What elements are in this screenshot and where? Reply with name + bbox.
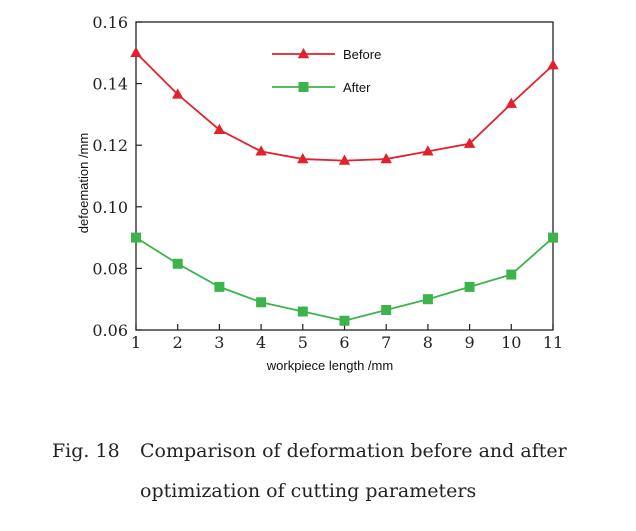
legend-marker-before [297,48,310,59]
data-point-before [255,145,267,156]
y-tick-label: 0.10 [92,198,128,217]
x-tick-label: 1 [131,333,141,352]
data-point-before [213,123,226,134]
plot-frame [135,21,554,331]
x-tick-label: 6 [339,333,349,352]
data-point-after [381,304,392,315]
y-axis-ticks: 0.06 0.08 0.10 0.12 0.14 0.16 [92,13,142,340]
legend: Before After [272,47,381,95]
data-point-after [172,258,183,269]
figure-caption-line-2: optimization of cutting parameters [140,480,477,502]
data-point-before [380,153,392,164]
x-tick-label: 9 [465,333,475,352]
data-point-before [172,88,184,99]
y-tick-label: 0.16 [92,13,128,32]
data-point-after [297,306,308,317]
data-point-before [130,46,142,57]
y-tick-label: 0.14 [92,75,128,94]
series-line-after [135,236,554,322]
x-axis-ticks: 1 2 3 4 5 6 7 8 9 10 11 [131,324,563,352]
y-tick-label: 0.06 [92,321,128,340]
figure-number: Fig. 18 [52,440,120,462]
y-axis-title: defoemation /mm [76,133,91,233]
data-point-after [548,232,558,243]
figure-caption-line-1: Fig. 18 Comparison of deformation before … [52,440,567,462]
data-point-before [463,137,476,148]
data-point-before [505,97,517,108]
x-tick-label: 3 [214,333,224,352]
x-axis-title: workpiece length /mm [266,358,393,373]
y-tick-label: 0.12 [92,136,128,155]
x-tick-label: 7 [381,333,391,352]
legend-label-after: After [343,80,371,95]
y-tick-label: 0.08 [92,259,128,278]
data-point-before [338,154,351,165]
x-tick-label: 10 [501,333,521,352]
x-tick-label: 4 [256,333,266,352]
data-point-after [464,281,475,292]
legend-label-before: Before [343,47,381,62]
data-point-after [131,232,141,243]
plot-axes [135,21,554,331]
x-tick-label: 8 [423,333,433,352]
x-tick-label: 2 [173,333,183,352]
data-point-after [506,269,517,280]
legend-marker-after [298,82,309,92]
data-point-before [547,59,559,70]
data-point-before [297,153,309,164]
x-tick-label: 11 [543,333,563,352]
series-group [130,46,559,326]
data-point-after [214,281,225,292]
line-chart: 1 2 3 4 5 6 7 8 9 10 11 0.06 0.08 0.10 0.12 0.14 0.16 B… [76,13,563,373]
data-point-after [339,315,350,326]
data-point-after [422,294,433,305]
caption-text-1: Comparison of deformation before and aft… [140,440,567,462]
series-line-before [135,52,554,162]
data-point-before [422,145,434,156]
data-point-after [256,297,267,308]
x-tick-label: 5 [298,333,308,352]
